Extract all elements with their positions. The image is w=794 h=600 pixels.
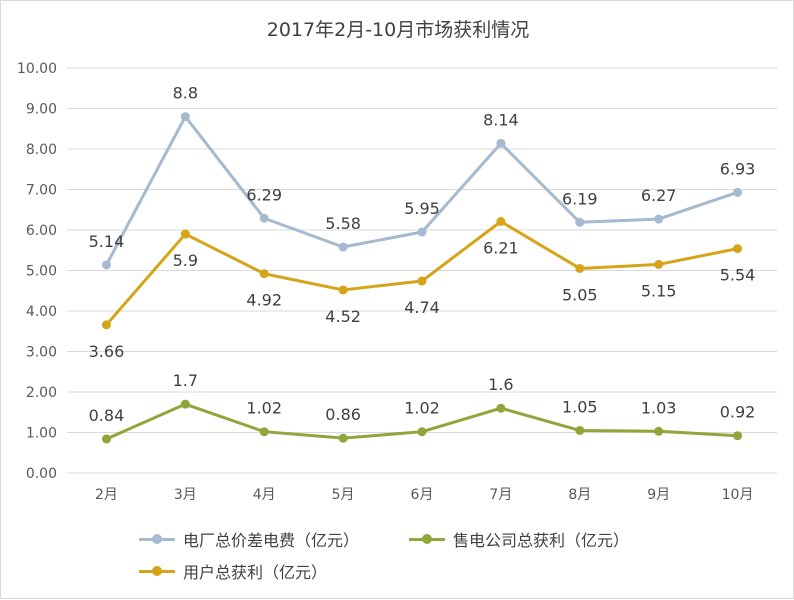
- data-label: 5.05: [562, 285, 598, 304]
- data-point: [575, 425, 585, 435]
- data-label: 1.03: [641, 398, 677, 417]
- data-label: 8.14: [483, 110, 519, 129]
- data-point: [654, 214, 664, 224]
- data-label: 6.21: [483, 238, 519, 257]
- y-tick-label: 2.00: [26, 385, 57, 401]
- y-tick-label: 4.00: [26, 304, 57, 320]
- data-point: [338, 242, 348, 252]
- x-tick-label: 9月: [647, 487, 670, 503]
- data-label: 5.54: [720, 266, 756, 285]
- y-tick-label: 3.00: [26, 345, 57, 361]
- data-label: 1.02: [404, 399, 440, 418]
- x-tick-label: 10月: [722, 487, 754, 503]
- data-point: [733, 244, 743, 254]
- x-tick-label: 7月: [489, 487, 512, 503]
- x-tick-label: 2月: [95, 487, 118, 503]
- data-point: [101, 260, 111, 270]
- data-label: 1.02: [246, 399, 282, 418]
- data-label: 0.84: [89, 406, 125, 425]
- x-tick-label: 5月: [332, 487, 355, 503]
- y-tick-label: 5.00: [26, 264, 57, 280]
- data-point: [417, 276, 427, 286]
- data-label: 3.66: [89, 342, 125, 361]
- x-tick-label: 3月: [174, 487, 197, 503]
- data-label: 1.05: [562, 397, 598, 416]
- data-label: 4.92: [246, 291, 282, 310]
- data-label: 6.19: [562, 189, 598, 208]
- data-label: 5.95: [404, 199, 440, 218]
- data-label: 6.93: [720, 159, 756, 178]
- data-point: [180, 112, 190, 122]
- data-label: 1.7: [173, 371, 198, 390]
- data-point: [180, 229, 190, 239]
- data-label: 5.14: [89, 232, 125, 251]
- data-label: 0.86: [325, 405, 361, 424]
- data-point: [733, 187, 743, 197]
- data-point: [733, 431, 743, 441]
- data-label: 1.6: [488, 375, 513, 394]
- data-point: [496, 138, 506, 148]
- y-tick-label: 10.00: [17, 61, 57, 77]
- legend-label-user: 用户总获利（亿元）: [183, 563, 328, 582]
- data-label: 5.9: [173, 251, 198, 270]
- data-point: [338, 433, 348, 443]
- data-point: [338, 285, 348, 295]
- y-tick-label: 0.00: [26, 466, 57, 482]
- x-tick-label: 8月: [568, 487, 591, 503]
- legend-item-power-plant: 电厂总价差电费（亿元）: [139, 527, 359, 551]
- data-point: [417, 227, 427, 237]
- y-tick-label: 8.00: [26, 142, 57, 158]
- data-label: 6.29: [246, 185, 282, 204]
- data-point: [259, 427, 269, 437]
- data-label: 5.15: [641, 281, 677, 300]
- data-point: [259, 269, 269, 279]
- y-tick-label: 1.00: [26, 426, 57, 442]
- legend-label-power-plant: 电厂总价差电费（亿元）: [183, 531, 360, 550]
- legend-swatch-power-plant: [139, 533, 175, 545]
- data-label: 5.58: [325, 214, 361, 233]
- x-tick-label: 6月: [411, 487, 434, 503]
- legend-label-retailer: 售电公司总获利（亿元）: [453, 531, 630, 550]
- data-point: [417, 427, 427, 437]
- legend-item-retailer: 售电公司总获利（亿元）: [409, 527, 629, 551]
- y-tick-label: 9.00: [26, 102, 57, 118]
- data-point: [496, 216, 506, 226]
- data-point: [654, 259, 664, 269]
- data-point: [101, 434, 111, 444]
- legend-swatch-retailer: [409, 533, 445, 545]
- data-point: [180, 399, 190, 409]
- y-tick-label: 7.00: [26, 183, 57, 199]
- legend-item-user: 用户总获利（亿元）: [139, 559, 327, 583]
- y-tick-label: 6.00: [26, 223, 57, 239]
- data-label: 8.8: [173, 84, 198, 103]
- data-point: [101, 320, 111, 330]
- legend-swatch-user: [139, 565, 175, 577]
- data-label: 0.92: [720, 403, 756, 422]
- chart-title: 2017年2月-10月市场获利情况: [266, 19, 530, 41]
- data-point: [575, 263, 585, 273]
- data-label: 6.27: [641, 186, 677, 205]
- data-point: [654, 426, 664, 436]
- data-point: [496, 403, 506, 413]
- data-label: 4.52: [325, 307, 361, 326]
- data-point: [575, 217, 585, 227]
- data-label: 4.74: [404, 298, 440, 317]
- data-point: [259, 213, 269, 223]
- x-tick-label: 4月: [253, 487, 276, 503]
